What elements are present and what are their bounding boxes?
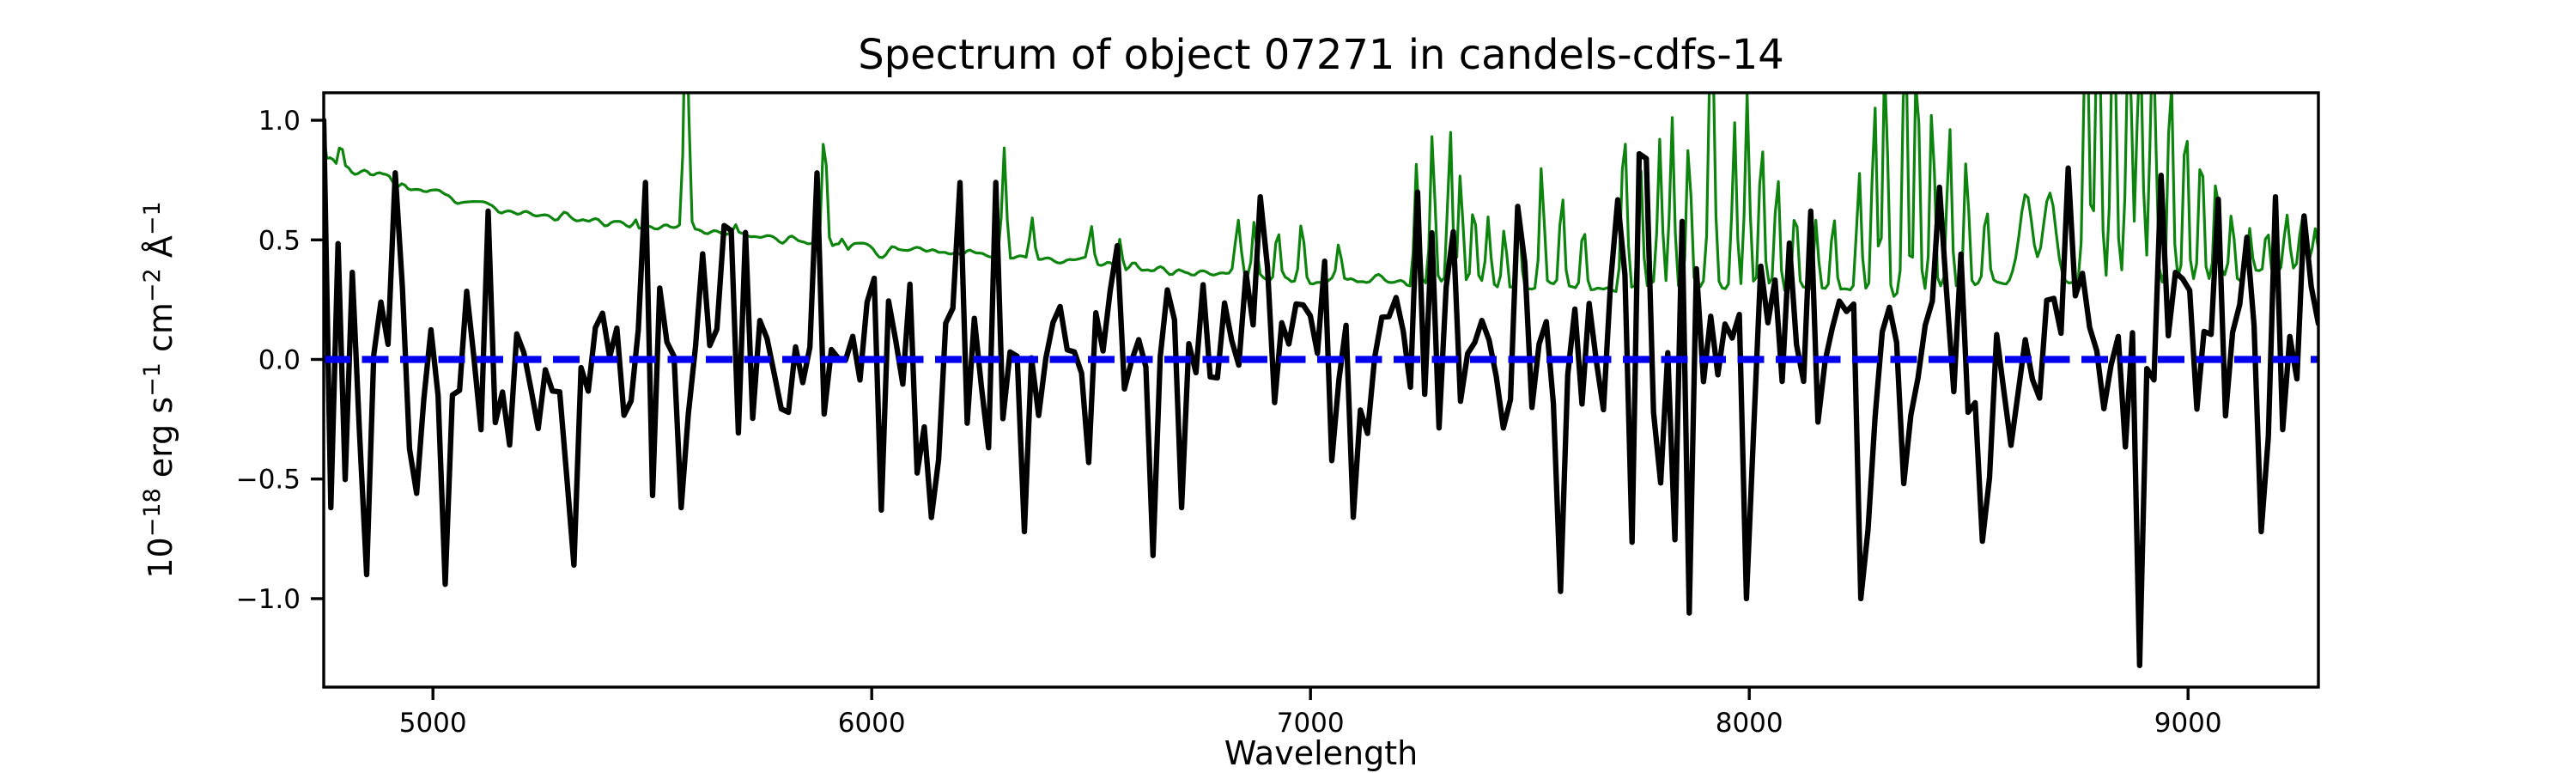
- y-axis-label-superscript: −1: [139, 362, 166, 397]
- y-axis-label-superscript: −2: [139, 268, 166, 302]
- x-tick-label: 9000: [2154, 708, 2222, 739]
- y-axis-tick-marks: [311, 119, 324, 600]
- chart-title: Spectrum of object 07271 in candels-cdfs…: [858, 31, 1784, 79]
- axes-border: [322, 91, 2320, 689]
- y-tick-label: −1.0: [236, 584, 301, 615]
- x-tick-label: 7000: [1277, 708, 1345, 739]
- y-axis-label-superscript: −1: [139, 201, 166, 235]
- x-tick-label: 8000: [1716, 708, 1783, 739]
- y-axis-label-segment: cm: [142, 302, 179, 362]
- y-axis-label-segment: erg s: [142, 397, 179, 488]
- y-tick-label: −0.5: [236, 465, 301, 496]
- data-series-group: [324, 93, 2318, 669]
- y-tick-label: 0.0: [258, 345, 301, 376]
- x-axis-label: Wavelength: [1224, 734, 1418, 772]
- x-axis-tick-labels: 5000 6000 7000 8000 9000: [399, 708, 2222, 739]
- x-tick-label: 5000: [399, 708, 467, 739]
- y-axis-label-superscript: −18: [139, 488, 166, 537]
- x-tick-label: 6000: [838, 708, 906, 739]
- y-axis-label-segment: 10: [142, 537, 179, 578]
- y-tick-label: 1.0: [258, 106, 301, 137]
- y-tick-label: 0.5: [258, 225, 301, 256]
- y-axis-label-segment: Å: [142, 235, 179, 268]
- y-axis-tick-labels: 1.0 0.5 0.0 −0.5 −1.0: [236, 106, 301, 615]
- series-object-flux-spectrum-black-solid: [324, 117, 2318, 669]
- y-axis-label: 10−18 erg s−1 cm−2 Å−1: [139, 201, 179, 578]
- x-axis-tick-marks: [431, 687, 2190, 700]
